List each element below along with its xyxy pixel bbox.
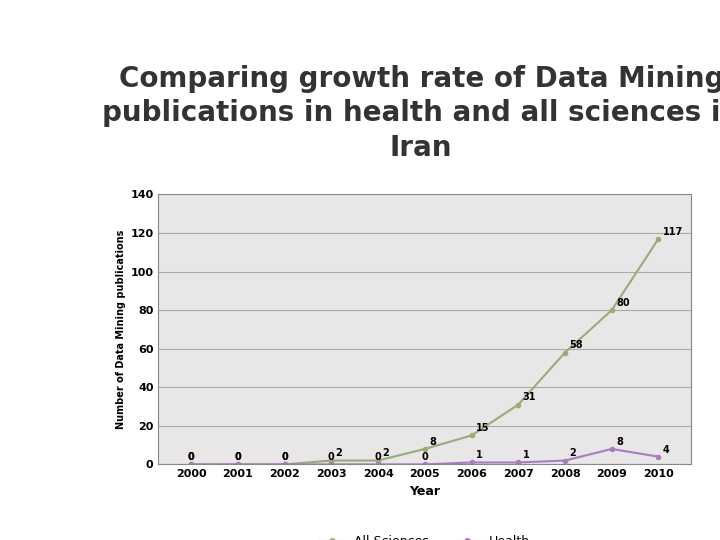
Text: 0: 0 — [421, 452, 428, 462]
Text: 2: 2 — [382, 448, 389, 458]
Health — [186, 461, 195, 468]
All Sciences — [514, 401, 523, 408]
Text: 0: 0 — [188, 452, 194, 462]
Y-axis label: Number of Data Mining publications: Number of Data Mining publications — [116, 230, 126, 429]
Health — [374, 461, 382, 468]
Text: 15: 15 — [476, 423, 489, 433]
Health — [420, 461, 429, 468]
Health — [327, 461, 336, 468]
Health — [233, 461, 242, 468]
Text: 0: 0 — [188, 452, 194, 462]
All Sciences — [608, 307, 616, 313]
Text: 31: 31 — [523, 393, 536, 402]
Health — [280, 461, 289, 468]
Text: 8: 8 — [429, 437, 436, 447]
Text: 0: 0 — [282, 452, 288, 462]
Text: 1: 1 — [523, 450, 529, 460]
Text: 0: 0 — [328, 452, 335, 462]
Health — [654, 454, 663, 460]
Text: 117: 117 — [662, 227, 683, 237]
Text: 0: 0 — [282, 452, 288, 462]
Health — [514, 459, 523, 465]
All Sciences — [233, 461, 242, 468]
Text: 2: 2 — [336, 448, 342, 458]
Health — [561, 457, 570, 464]
All Sciences — [186, 461, 195, 468]
Health — [467, 459, 476, 465]
Text: 1: 1 — [476, 450, 482, 460]
Text: 8: 8 — [616, 437, 623, 447]
Legend: All Sciences, Health: All Sciences, Health — [315, 530, 535, 540]
All Sciences — [467, 432, 476, 438]
Text: Comparing growth rate of Data Mining
publications in health and all sciences in
: Comparing growth rate of Data Mining pub… — [102, 65, 720, 162]
All Sciences — [420, 446, 429, 452]
Text: 80: 80 — [616, 298, 629, 308]
All Sciences — [374, 457, 382, 464]
Text: 58: 58 — [570, 340, 582, 350]
All Sciences — [654, 235, 663, 242]
Text: 0: 0 — [374, 452, 382, 462]
X-axis label: Year: Year — [409, 485, 441, 498]
Health — [608, 446, 616, 452]
Text: 2: 2 — [570, 448, 576, 458]
Text: 0: 0 — [235, 452, 241, 462]
Text: 4: 4 — [662, 444, 670, 455]
Line: All Sciences: All Sciences — [189, 237, 660, 467]
All Sciences — [280, 461, 289, 468]
All Sciences — [327, 457, 336, 464]
Line: Health: Health — [189, 447, 660, 467]
Text: 0: 0 — [235, 452, 241, 462]
All Sciences — [561, 349, 570, 356]
